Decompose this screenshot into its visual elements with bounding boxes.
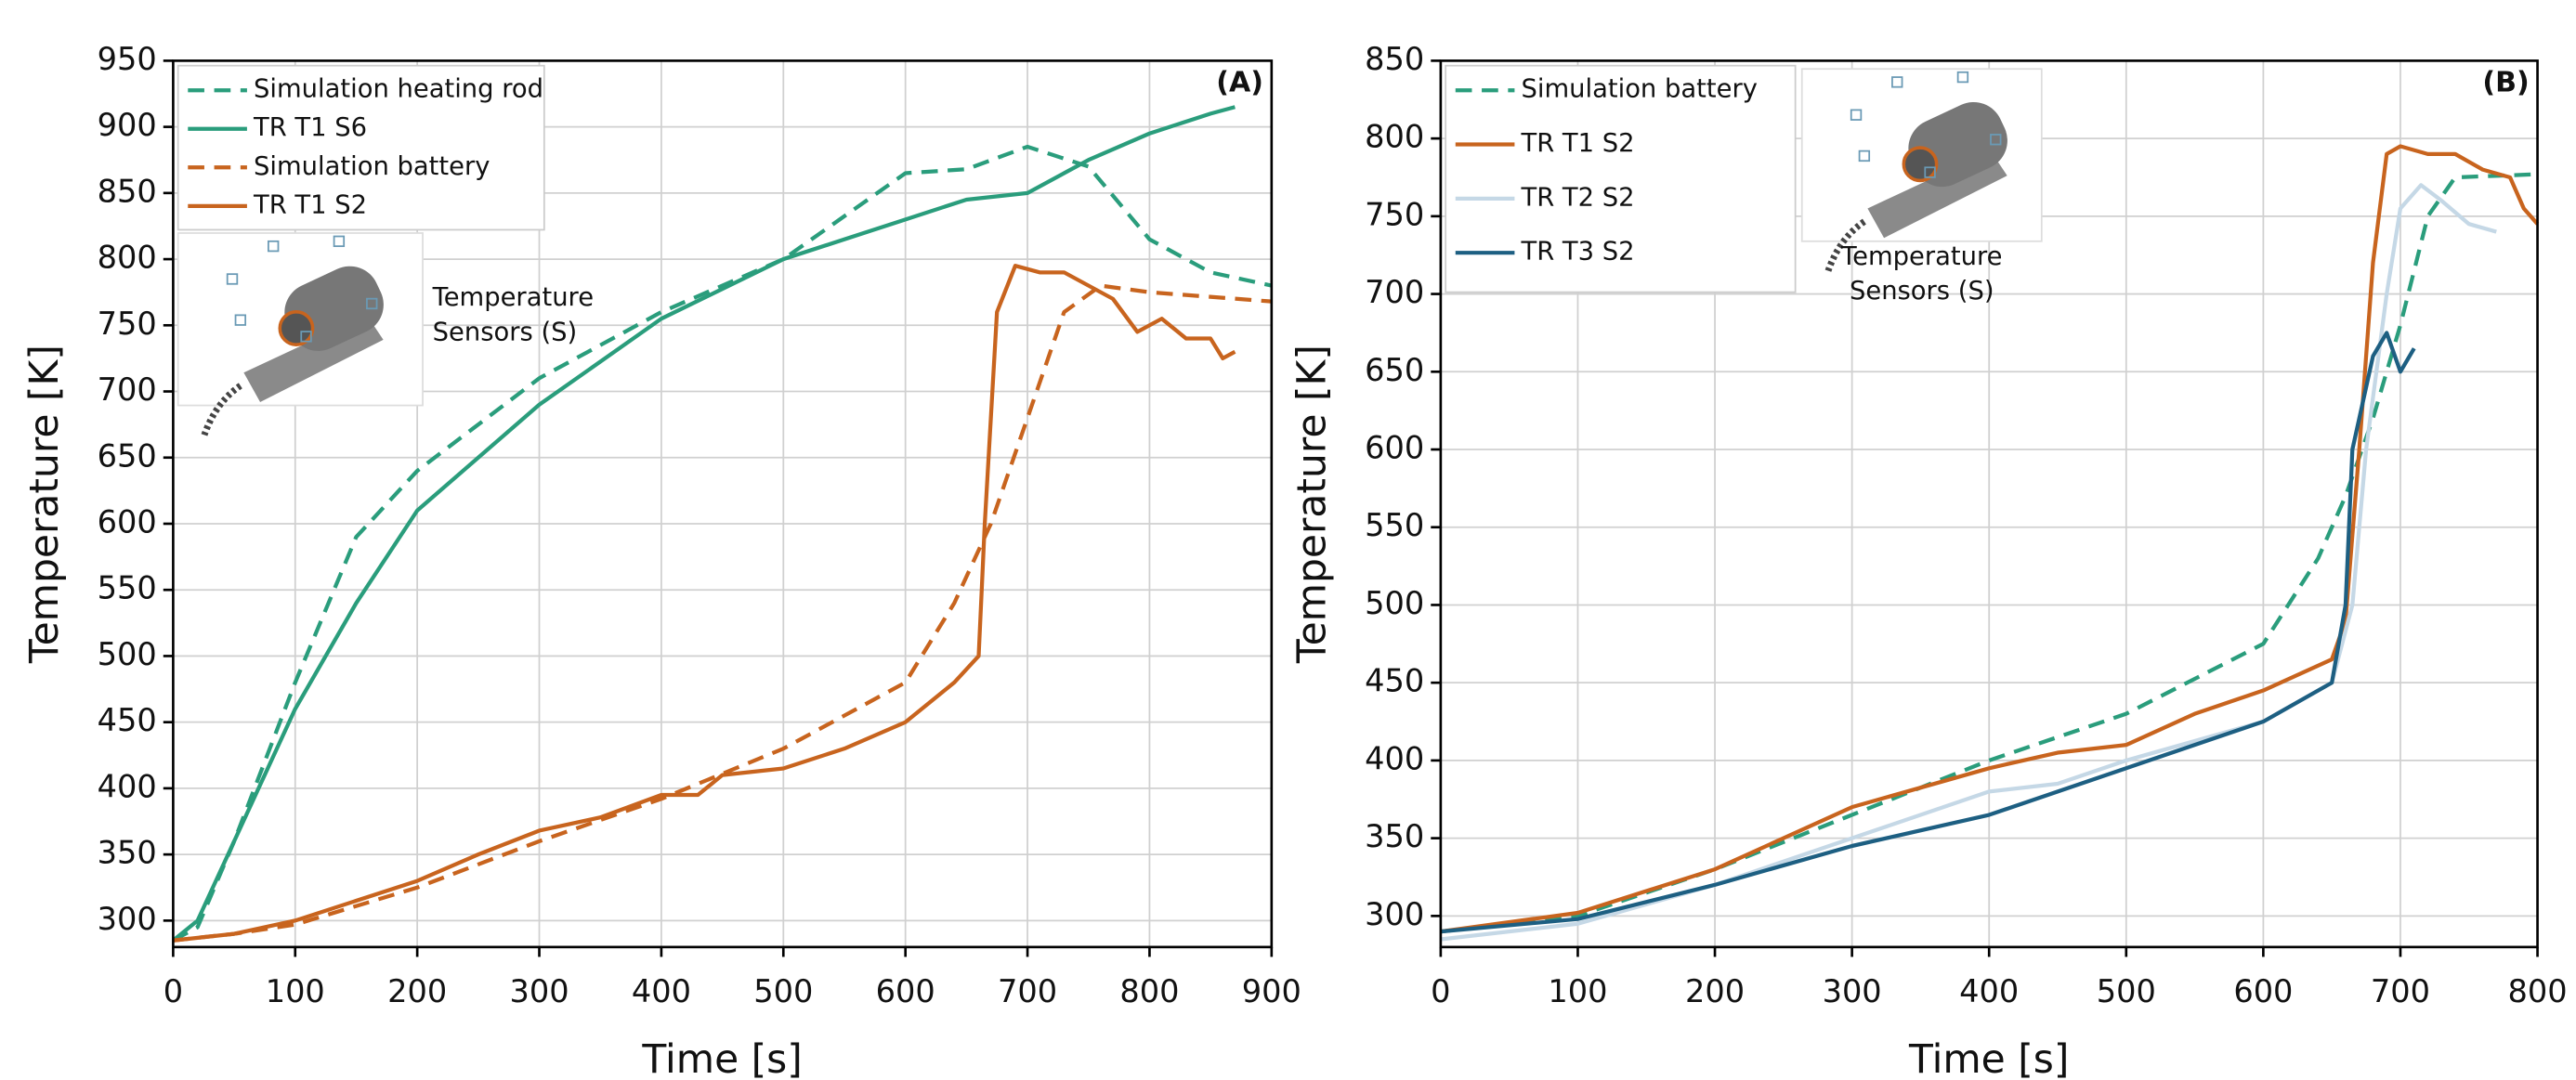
x-tick-label: 700: [998, 973, 1057, 1009]
x-tick-label: 500: [2097, 973, 2156, 1009]
y-tick-label: 900: [98, 107, 157, 143]
sensor-marker: [1956, 71, 1969, 84]
legend-label: TR T1 S2: [1520, 129, 1634, 158]
data-line: [173, 264, 1236, 943]
x-tick-label: 300: [509, 973, 569, 1009]
x-tick-label: 600: [876, 973, 935, 1009]
data-line: [172, 144, 1273, 943]
x-tick-label: 800: [2508, 973, 2568, 1009]
y-tick-label: 400: [1365, 740, 1424, 776]
y-tick-label: 750: [98, 306, 157, 342]
sensor-marker: [300, 331, 312, 343]
data-line: [172, 105, 1236, 943]
legend-label: TR T3 S2: [1520, 238, 1634, 267]
data-line: [173, 283, 1272, 943]
y-tick-label: 450: [1365, 663, 1424, 699]
inset-label: Sensors (S): [1850, 277, 1994, 306]
sensor-marker: [1850, 109, 1863, 121]
y-tick-label: 650: [1365, 352, 1424, 388]
x-tick-label: 200: [1685, 973, 1745, 1009]
inset-label: Sensors (S): [433, 318, 578, 346]
y-tick-label: 700: [98, 371, 157, 408]
y-tick-label: 650: [98, 437, 157, 474]
data-line: [1440, 144, 2540, 934]
x-tick-label: 600: [2233, 973, 2293, 1009]
legend-box: [177, 64, 545, 231]
legend-label: Simulation heating rod: [254, 75, 543, 104]
y-axis-label: Temperature [K]: [22, 345, 68, 664]
legend-label: TR T1 S6: [253, 113, 367, 142]
y-tick-label: 600: [98, 503, 157, 540]
y-tick-label: 700: [1365, 274, 1424, 310]
data-line: [1440, 172, 2538, 934]
y-tick-label: 450: [98, 702, 157, 738]
y-tick-label: 300: [1365, 896, 1424, 932]
sensor-marker: [226, 273, 239, 285]
x-tick-label: 0: [163, 973, 183, 1009]
y-tick-label: 550: [98, 570, 157, 606]
x-axis-label: Time [s]: [641, 1037, 802, 1080]
x-tick-label: 300: [1823, 973, 1882, 1009]
panel-label: (B): [2482, 67, 2529, 99]
sensor-marker: [1924, 166, 1936, 178]
y-tick-label: 550: [1365, 507, 1424, 543]
legend-label: Simulation battery: [1521, 75, 1757, 104]
sensor-marker: [1858, 150, 1871, 163]
legend-label: Simulation battery: [254, 152, 490, 181]
x-tick-label: 400: [632, 973, 691, 1009]
y-tick-label: 350: [98, 835, 157, 871]
y-tick-label: 850: [98, 173, 157, 209]
sensor-marker: [234, 314, 247, 326]
y-tick-label: 350: [1365, 818, 1424, 854]
inset-label: Temperature: [1840, 242, 2002, 271]
x-tick-label: 500: [753, 973, 813, 1009]
legend-label: TR T1 S2: [253, 190, 367, 219]
sensor-marker: [1891, 76, 1903, 88]
x-axis-label: Time [s]: [1908, 1037, 2069, 1080]
y-tick-label: 600: [1365, 430, 1424, 466]
y-tick-label: 400: [98, 768, 157, 804]
sensor-marker: [268, 240, 280, 253]
x-tick-label: 700: [2371, 973, 2430, 1009]
sensor-marker: [366, 297, 378, 310]
legend-label: TR T2 S2: [1520, 183, 1634, 212]
y-tick-label: 500: [1365, 585, 1424, 621]
x-tick-label: 800: [1119, 973, 1179, 1009]
x-tick-label: 900: [1242, 973, 1301, 1009]
plot-frame: [172, 59, 1274, 949]
plot-frame: [1439, 59, 2539, 949]
sensor-core: [1902, 146, 1939, 183]
y-tick-label: 750: [1365, 196, 1424, 232]
x-tick-label: 100: [266, 973, 325, 1009]
y-tick-label: 850: [1365, 41, 1424, 77]
y-tick-label: 800: [98, 240, 157, 276]
y-axis-label: Temperature [K]: [1289, 345, 1335, 664]
y-tick-label: 800: [1365, 119, 1424, 155]
y-tick-label: 950: [98, 41, 157, 77]
sensor-marker: [333, 235, 346, 248]
y-tick-label: 300: [98, 901, 157, 937]
sensor-core: [278, 310, 315, 346]
x-tick-label: 100: [1548, 973, 1607, 1009]
x-tick-label: 200: [387, 973, 447, 1009]
y-tick-label: 500: [98, 636, 157, 672]
x-tick-label: 400: [1959, 973, 2019, 1009]
x-tick-label: 0: [1431, 973, 1450, 1009]
data-line: [1440, 331, 2416, 934]
sensor-marker: [1990, 134, 2002, 146]
panel-label: (A): [1216, 67, 1263, 99]
inset-label: Temperature: [432, 283, 594, 312]
